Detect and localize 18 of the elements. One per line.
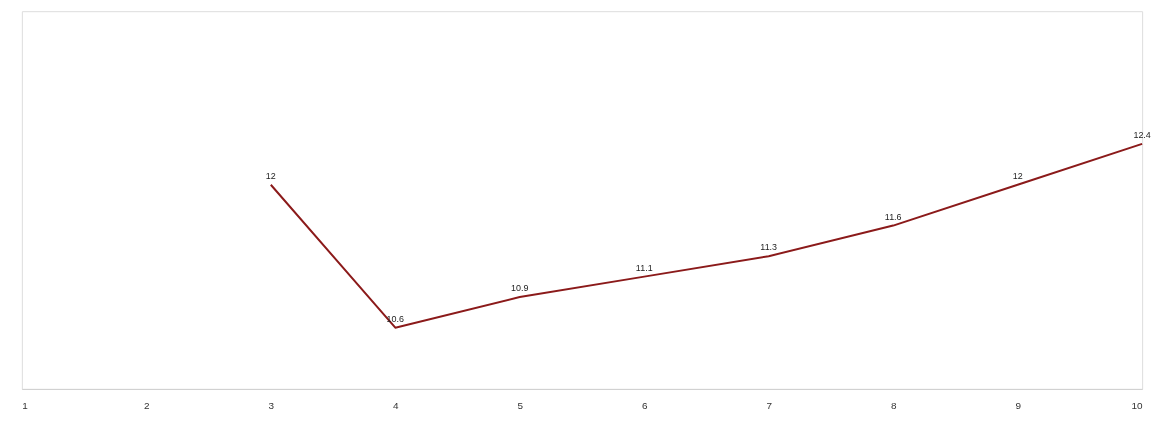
data-label: 10.9 <box>511 283 529 294</box>
data-label: 12.4 <box>1133 129 1151 140</box>
data-label: 12 <box>1012 170 1023 181</box>
data-label: 10.6 <box>386 313 405 324</box>
x-tick-label: 1 <box>22 400 29 412</box>
x-tick-label: 8 <box>890 400 897 412</box>
x-tick-label: 4 <box>393 400 400 412</box>
data-label: 12 <box>265 170 276 181</box>
x-tick-label: 9 <box>1015 400 1022 412</box>
data-label: 11.6 <box>884 211 902 222</box>
data-label: 11.3 <box>760 242 778 253</box>
x-tick-label: 5 <box>517 400 524 412</box>
x-tick-label: 2 <box>144 400 151 412</box>
x-tick-label: 7 <box>766 400 773 412</box>
x-tick-label: 10 <box>1131 400 1144 412</box>
x-tick-label: 6 <box>641 400 648 412</box>
x-tick-label: 3 <box>268 400 275 412</box>
data-label: 11.1 <box>635 262 653 273</box>
